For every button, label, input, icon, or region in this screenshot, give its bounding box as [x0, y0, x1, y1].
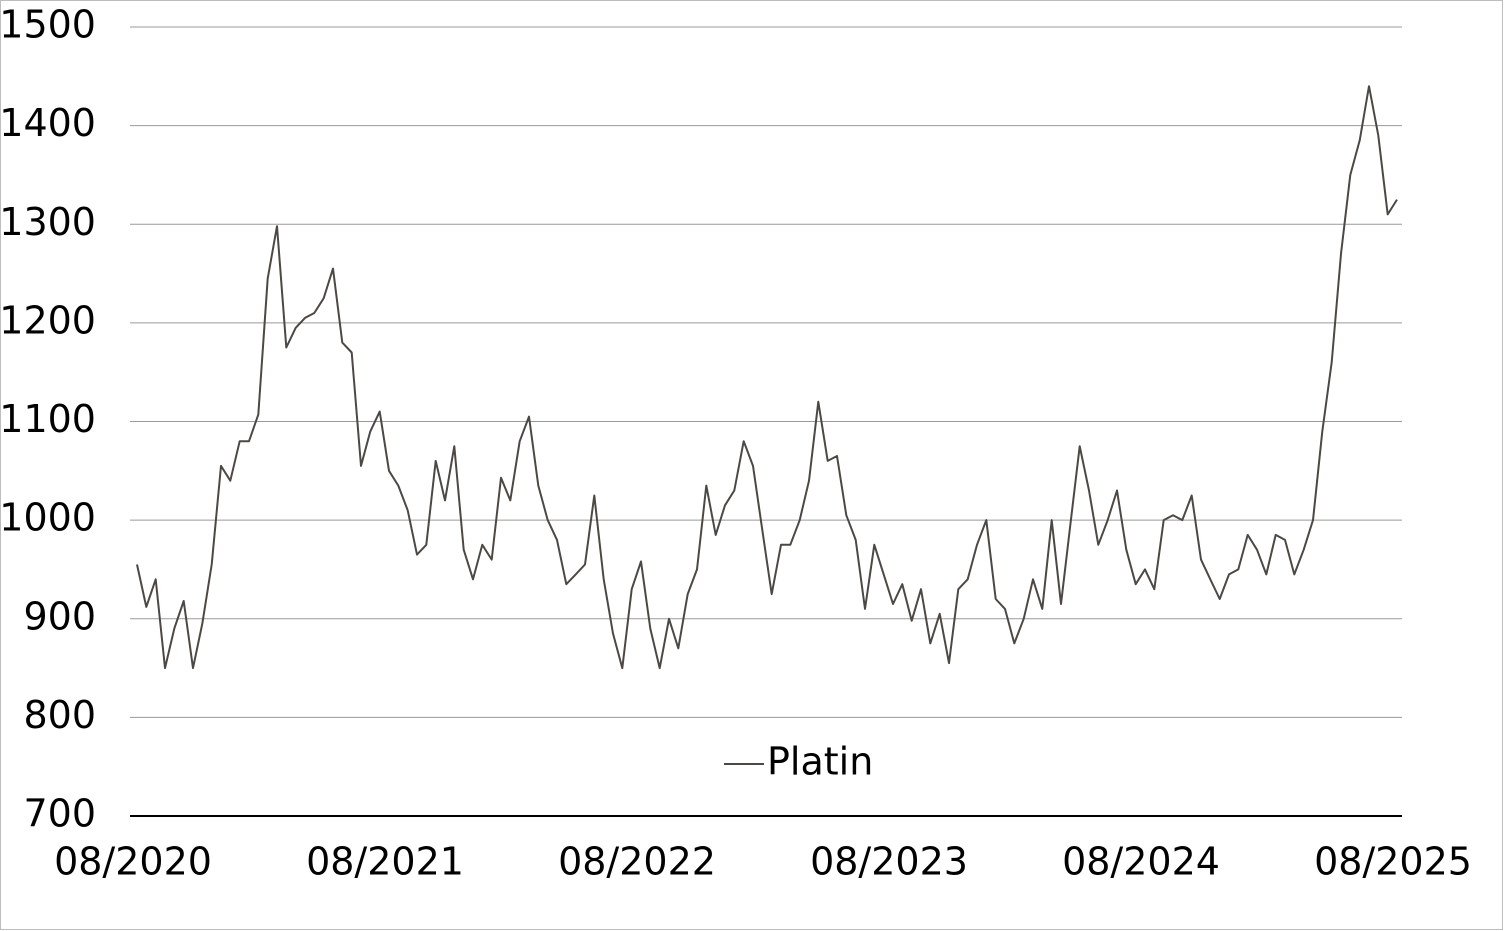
x-tick-label: 08/2023 — [810, 840, 968, 884]
y-tick-label: 1200 — [0, 298, 96, 342]
y-tick-label: 1100 — [0, 397, 96, 441]
x-tick-label: 08/2020 — [54, 840, 212, 884]
y-tick-label: 1300 — [0, 200, 96, 244]
x-tick-label: 08/2025 — [1314, 840, 1472, 884]
y-tick-label: 900 — [23, 594, 96, 638]
y-tick-label: 800 — [23, 693, 96, 737]
data-line — [136, 85, 1398, 670]
y-tick-label: 1000 — [0, 496, 96, 540]
x-tick-label: 08/2024 — [1062, 840, 1220, 884]
y-tick-label: 1400 — [0, 101, 96, 145]
legend-label: Platin — [767, 740, 873, 784]
x-tick-label: 08/2022 — [558, 840, 716, 884]
y-tick-label: 1500 — [0, 3, 96, 47]
y-tick-label: 700 — [23, 792, 96, 836]
x-tick-label: 08/2021 — [306, 840, 464, 884]
